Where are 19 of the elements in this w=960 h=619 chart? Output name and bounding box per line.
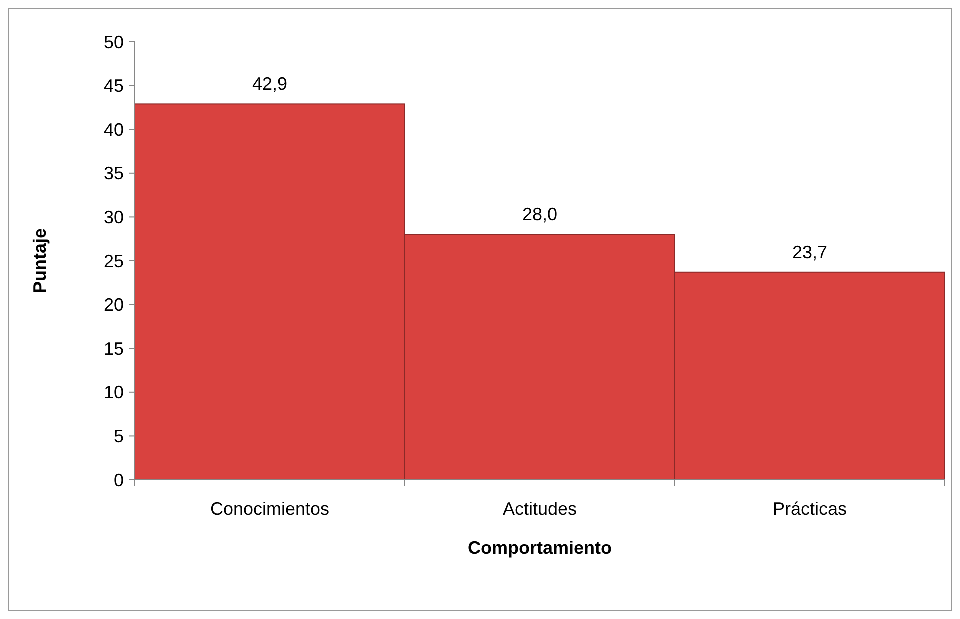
y-tick-label: 35 xyxy=(104,164,124,184)
y-tick-label: 15 xyxy=(104,338,124,359)
y-tick-label: 25 xyxy=(104,251,124,272)
y-tick-label: 45 xyxy=(104,76,124,96)
y-tick-label: 40 xyxy=(104,120,124,140)
y-tick-label: 50 xyxy=(104,32,124,52)
y-tick-label: 10 xyxy=(104,382,124,403)
y-tick-label: 20 xyxy=(104,295,124,316)
x-tick-label: Conocimientos xyxy=(210,499,330,519)
y-tick-label: 30 xyxy=(104,208,124,228)
x-axis-title: Comportamiento xyxy=(468,538,612,558)
y-tick-label: 0 xyxy=(114,470,124,490)
x-tick-label: Prácticas xyxy=(772,499,848,519)
y-axis-title: Puntaje xyxy=(30,228,50,294)
data-label: 42,9 xyxy=(252,74,288,94)
data-label: 28,0 xyxy=(522,204,558,225)
x-tick-label: Actitudes xyxy=(502,499,578,519)
y-tick-label: 5 xyxy=(114,426,124,446)
data-label: 23,7 xyxy=(792,242,828,262)
